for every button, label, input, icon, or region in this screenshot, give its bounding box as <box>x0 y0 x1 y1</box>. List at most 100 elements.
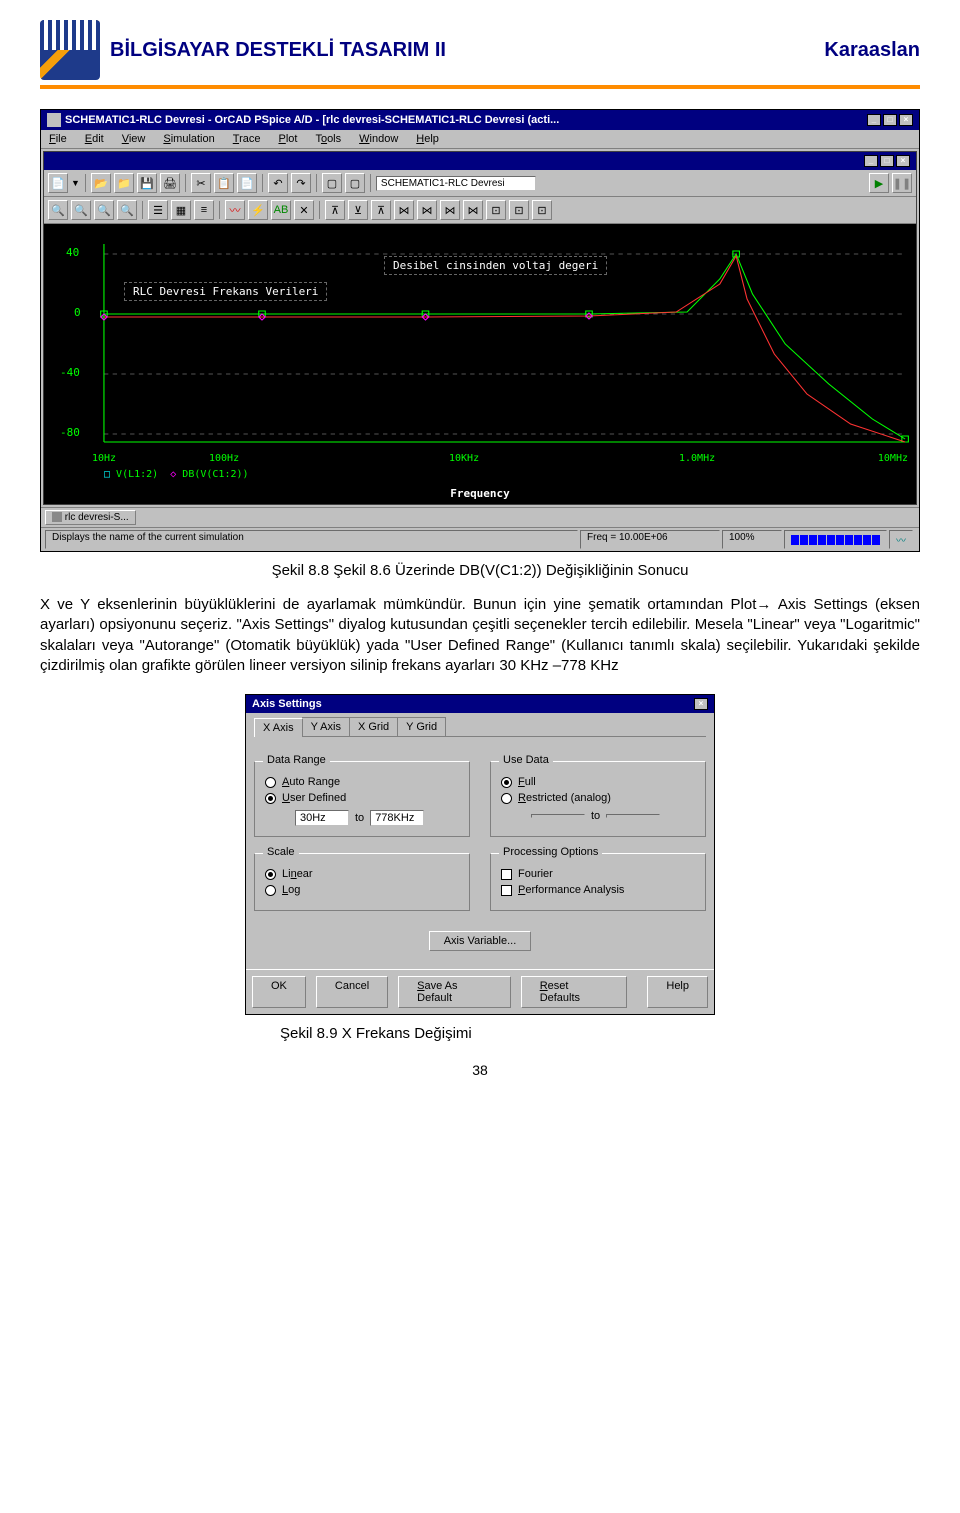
cursor-7-button[interactable]: ⋈ <box>463 200 483 220</box>
dialog-close-button[interactable]: × <box>694 698 708 710</box>
figure-caption-2: Şekil 8.9 X Frekans Değişimi <box>280 1025 920 1042</box>
zoom-out-button[interactable]: 🔍 <box>71 200 91 220</box>
plot-legend: □ V(L1:2) ◇ DB(V(C1:2)) <box>104 469 249 480</box>
axis-variable-button[interactable]: Axis Variable... <box>429 931 532 951</box>
redo-button[interactable]: ↷ <box>291 173 311 193</box>
grid-button[interactable]: ▦ <box>171 200 191 220</box>
cursor-3-button[interactable]: ⊼ <box>371 200 391 220</box>
range-from-input[interactable]: 30Hz <box>295 810 349 826</box>
menu-trace[interactable]: Trace <box>229 132 265 146</box>
help-button[interactable]: Help <box>647 976 708 1008</box>
range-to-input[interactable]: 778KHz <box>370 810 424 826</box>
user-defined-radio[interactable] <box>265 793 276 804</box>
subwindow: _ □ × 📄 ▼ 📂 📁 💾 🖨 ✂ 📋 📄 ↶ ↷ <box>43 151 917 505</box>
status-pct: 100% <box>722 530 782 549</box>
app-icon <box>47 113 61 127</box>
menu-simulation[interactable]: Simulation <box>159 132 218 146</box>
ylabel-1: 0 <box>74 306 81 319</box>
cursor-5-button[interactable]: ⋈ <box>417 200 437 220</box>
pause-button[interactable]: ❚❚ <box>892 173 912 193</box>
cursor-4-button[interactable]: ⋈ <box>394 200 414 220</box>
open2-button[interactable]: 📁 <box>114 173 134 193</box>
zoom-area-button[interactable]: 🔍 <box>94 200 114 220</box>
restricted-label: Restricted (analog) <box>518 792 611 804</box>
fourier-checkbox[interactable] <box>501 869 512 880</box>
zoom-in-button[interactable]: 🔍 <box>48 200 68 220</box>
taskbar: rlc devresi-S... <box>41 507 919 527</box>
body-paragraph: X ve Y eksenlerinin büyüklüklerini de ay… <box>40 595 920 676</box>
log-radio[interactable] <box>265 885 276 896</box>
sub-minimize-button[interactable]: _ <box>864 155 878 167</box>
schematic-field[interactable]: SCHEMATIC1-RLC Devresi <box>376 176 536 191</box>
progress-bar <box>784 530 887 549</box>
cursor-9-button[interactable]: ⊡ <box>509 200 529 220</box>
cursor-6-button[interactable]: ⋈ <box>440 200 460 220</box>
perf-checkbox[interactable] <box>501 885 512 896</box>
menu-edit[interactable]: Edit <box>81 132 108 146</box>
menu-tools[interactable]: Tools <box>311 132 345 146</box>
list-button[interactable]: ≡ <box>194 200 214 220</box>
ok-button[interactable]: OK <box>252 976 306 1008</box>
cut-button[interactable]: ✂ <box>191 173 211 193</box>
header-divider <box>40 85 920 89</box>
processing-title: Processing Options <box>499 846 602 858</box>
reset-defaults-button[interactable]: Reset Defaults <box>521 976 628 1008</box>
linear-label: Linear <box>282 868 313 880</box>
delete-trace-button[interactable]: ✕ <box>294 200 314 220</box>
page-number: 38 <box>40 1062 920 1078</box>
tab-x-axis[interactable]: X Axis <box>254 718 303 737</box>
cursor-2-button[interactable]: ⊻ <box>348 200 368 220</box>
tool-b-button[interactable]: ▢ <box>345 173 365 193</box>
tab-x-grid[interactable]: X Grid <box>349 717 398 736</box>
status-freq: Freq = 10.00E+06 <box>580 530 720 549</box>
pspice-window: SCHEMATIC1-RLC Devresi - OrCAD PSpice A/… <box>40 109 920 552</box>
menu-help[interactable]: Help <box>412 132 443 146</box>
auto-range-radio[interactable] <box>265 777 276 788</box>
menu-plot[interactable]: Plot <box>274 132 301 146</box>
new-button[interactable]: 📄 <box>48 173 68 193</box>
ylabel-2: -40 <box>60 366 80 379</box>
plot-annotation-1: Desibel cinsinden voltaj degeri <box>384 256 607 275</box>
figure-caption-1: Şekil 8.8 Şekil 8.6 Üzerinde DB(V(C1:2))… <box>40 562 920 579</box>
data-range-group: Data Range Auto Range User Defined 30Hz … <box>254 761 470 837</box>
open-button[interactable]: 📂 <box>91 173 111 193</box>
minimize-button[interactable]: _ <box>867 114 881 126</box>
undo-button[interactable]: ↶ <box>268 173 288 193</box>
copy-button[interactable]: 📋 <box>214 173 234 193</box>
eval-button[interactable]: ⚡ <box>248 200 268 220</box>
run-button[interactable]: ▶ <box>869 173 889 193</box>
full-radio[interactable] <box>501 777 512 788</box>
toolbar-1: 📄 ▼ 📂 📁 💾 🖨 ✂ 📋 📄 ↶ ↷ ▢ ▢ SCHEMATIC1-RLC… <box>44 170 916 197</box>
linear-radio[interactable] <box>265 869 276 880</box>
restricted-radio[interactable] <box>501 793 512 804</box>
tool-a-button[interactable]: ▢ <box>322 173 342 193</box>
sub-close-button[interactable]: × <box>896 155 910 167</box>
cursor-1-button[interactable]: ⊼ <box>325 200 345 220</box>
sub-maximize-button[interactable]: □ <box>880 155 894 167</box>
log-button[interactable]: ☰ <box>148 200 168 220</box>
cursor-8-button[interactable]: ⊡ <box>486 200 506 220</box>
menu-view[interactable]: View <box>118 132 150 146</box>
menu-file[interactable]: File <box>45 132 71 146</box>
save-button[interactable]: 💾 <box>137 173 157 193</box>
print-button[interactable]: 🖨 <box>160 173 180 193</box>
cancel-button[interactable]: Cancel <box>316 976 388 1008</box>
menu-window[interactable]: Window <box>355 132 402 146</box>
zoom-fit-button[interactable]: 🔍 <box>117 200 137 220</box>
ylabel-3: -80 <box>60 426 80 439</box>
fourier-label: Fourier <box>518 868 553 880</box>
cursor-10-button[interactable]: ⊡ <box>532 200 552 220</box>
menubar: File Edit View Simulation Trace Plot Too… <box>41 130 919 149</box>
save-default-button[interactable]: Save As Default <box>398 976 511 1008</box>
toolbar-2: 🔍 🔍 🔍 🔍 ☰ ▦ ≡ 〰 ⚡ AB ✕ ⊼ ⊻ ⊼ ⋈ ⋈ ⋈ <box>44 197 916 224</box>
maximize-button[interactable]: □ <box>883 114 897 126</box>
xlabel-2: 10KHz <box>449 453 479 464</box>
paste-button[interactable]: 📄 <box>237 173 257 193</box>
full-label: Full <box>518 776 536 788</box>
taskbar-tab[interactable]: rlc devresi-S... <box>45 510 136 525</box>
marker-button[interactable]: AB <box>271 200 291 220</box>
tab-y-grid[interactable]: Y Grid <box>397 717 446 736</box>
tab-y-axis[interactable]: Y Axis <box>302 717 350 736</box>
trace-button[interactable]: 〰 <box>225 200 245 220</box>
close-button[interactable]: × <box>899 114 913 126</box>
